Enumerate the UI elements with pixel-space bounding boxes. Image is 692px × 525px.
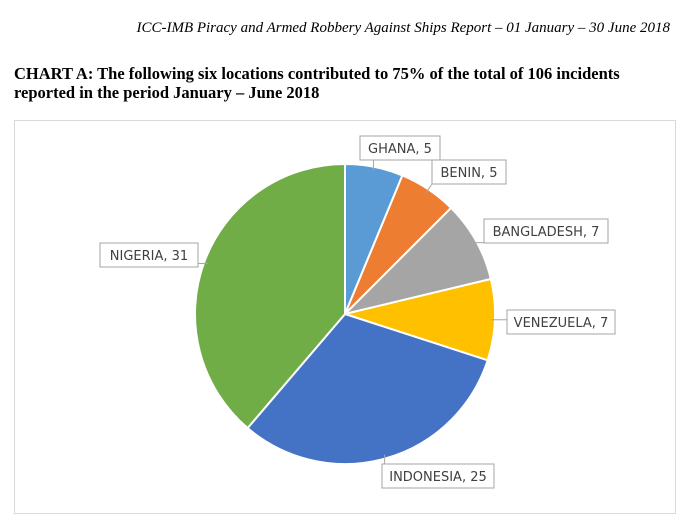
data-label-nigeria: NIGERIA, 31 xyxy=(110,249,188,264)
data-label-box-nigeria xyxy=(99,242,199,268)
chart-caption: CHART A: The following six locations con… xyxy=(14,64,620,102)
data-label-box-ghana xyxy=(359,135,441,161)
report-header: ICC-IMB Piracy and Armed Robbery Against… xyxy=(136,20,670,36)
data-label-benin: BENIN, 5 xyxy=(441,166,498,181)
data-label-indonesia: INDONESIA, 25 xyxy=(389,470,487,485)
pie-slice-indonesia xyxy=(246,312,489,465)
data-label-bangladesh: BANGLADESH, 7 xyxy=(493,225,600,240)
data-label-ghana: GHANA, 5 xyxy=(368,142,432,157)
pie-slice-nigeria xyxy=(194,162,346,430)
leader-line-benin xyxy=(425,183,433,193)
data-label-box-benin xyxy=(431,159,507,185)
data-label-venezuela: VENEZUELA, 7 xyxy=(514,316,609,331)
chart-frame xyxy=(14,120,676,514)
data-label-box-venezuela xyxy=(506,309,616,335)
data-label-box-bangladesh xyxy=(483,218,609,244)
data-label-box-indonesia xyxy=(381,463,495,489)
